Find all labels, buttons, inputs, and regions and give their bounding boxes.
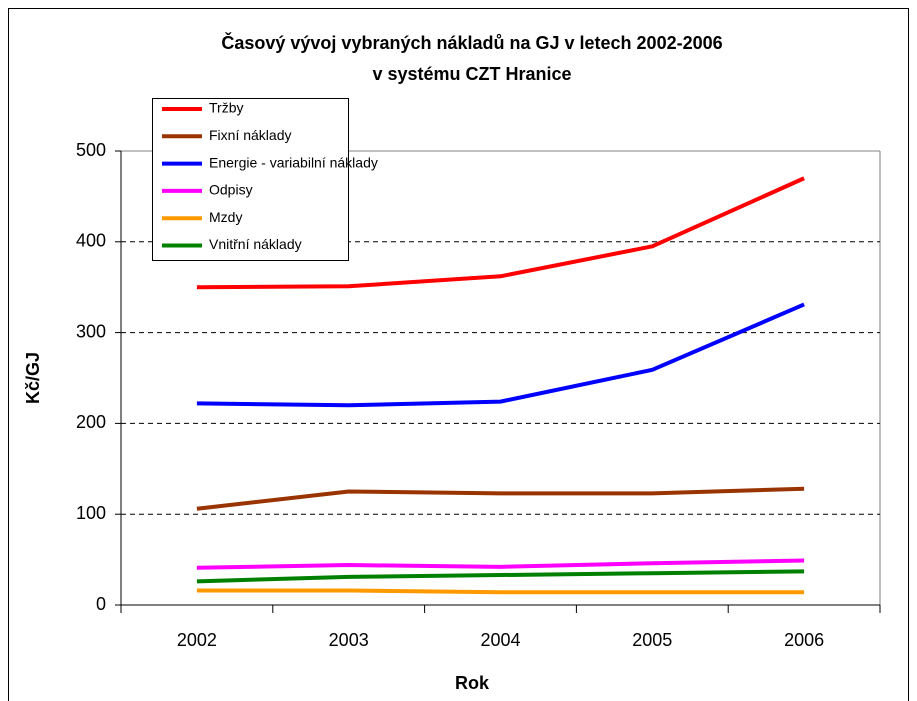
y-tick-label: 0 xyxy=(96,594,106,614)
x-tick-label: 2006 xyxy=(784,630,824,650)
legend-label: Mzdy xyxy=(209,209,242,225)
y-tick-label: 300 xyxy=(76,321,106,341)
series-line xyxy=(196,558,805,570)
x-tick-label: 2005 xyxy=(632,630,672,650)
y-tick-label: 100 xyxy=(76,503,106,523)
y-tick-label: 500 xyxy=(76,140,106,160)
chart-frame xyxy=(8,8,909,701)
legend-label: Odpisy xyxy=(209,182,253,198)
legend-box xyxy=(152,98,349,261)
x-tick-label: 2003 xyxy=(329,630,369,650)
chart-title: Časový vývoj vybraných nákladů na GJ v l… xyxy=(221,32,722,53)
legend-label: Energie - variabilní náklady xyxy=(209,154,378,170)
y-tick-label: 200 xyxy=(76,412,106,432)
chart-title: v systému CZT Hranice xyxy=(372,64,571,84)
legend-label: Tržby xyxy=(209,100,243,116)
x-axis-label: Rok xyxy=(455,673,490,693)
series-line xyxy=(196,486,805,511)
y-tick-label: 400 xyxy=(76,231,106,251)
series-line xyxy=(196,302,805,408)
legend-label: Vnitřní náklady xyxy=(209,236,302,252)
y-axis-label: Kč/GJ xyxy=(23,352,43,404)
x-tick-label: 2002 xyxy=(177,630,217,650)
series-line xyxy=(196,569,805,584)
series-line xyxy=(196,588,805,595)
legend-label: Fixní náklady xyxy=(209,127,291,143)
x-tick-label: 2004 xyxy=(480,630,520,650)
series-line xyxy=(196,176,805,290)
